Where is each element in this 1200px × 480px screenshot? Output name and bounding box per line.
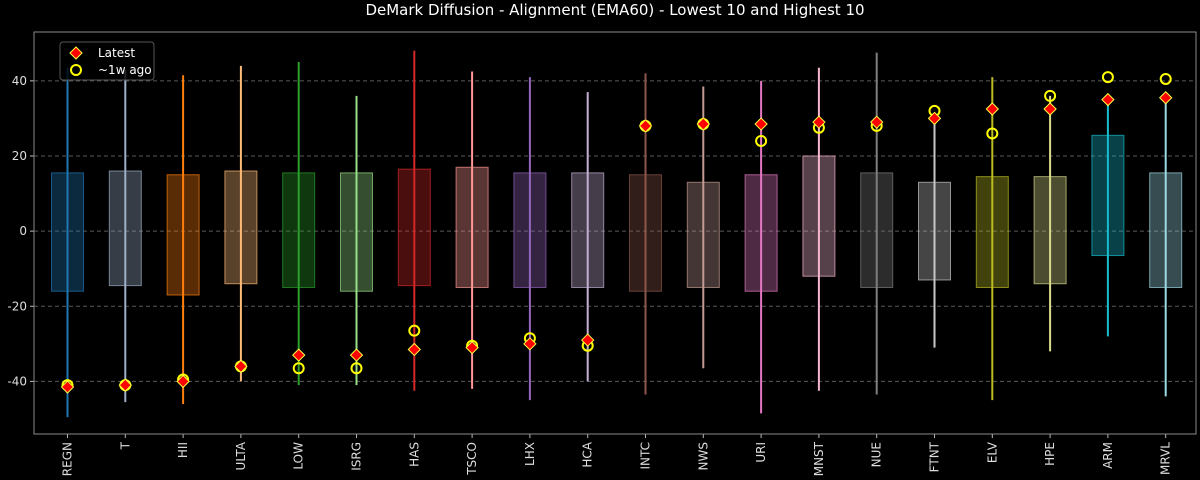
week-ago-point [986, 127, 999, 140]
latest-point [465, 340, 479, 355]
legend-latest-marker [69, 46, 83, 60]
legend-latest-label: Latest [98, 46, 135, 60]
x-tick-label: MRVL [1159, 442, 1173, 475]
latest-point [176, 374, 190, 389]
latest-point [696, 117, 711, 131]
latest-point [869, 115, 884, 129]
iqr-box [802, 155, 836, 277]
chart-title: DeMark Diffusion - Alignment (EMA60) - L… [365, 1, 864, 19]
x-tick-label: TSCO [465, 442, 479, 476]
y-tick-label: -20 [7, 299, 27, 313]
iqr-box [860, 172, 894, 288]
box-ranges [51, 50, 1183, 418]
x-tick-label: LOW [292, 442, 306, 470]
x-tick-label: T [118, 441, 132, 450]
x-tick-label: HII [176, 442, 190, 458]
x-tick-label: REGN [61, 442, 75, 476]
plot-area-frame [33, 31, 1197, 435]
x-tick-label: NWS [696, 442, 710, 470]
y-tick-label: 0 [19, 224, 27, 238]
iqr-box [975, 176, 1009, 288]
latest-point [985, 102, 1000, 116]
week-ago-point [292, 362, 305, 375]
x-tick-label: HAS [407, 442, 421, 467]
week-ago-point [755, 134, 768, 147]
legend: Latest ~1w ago [59, 41, 155, 81]
iqr-box [282, 172, 316, 288]
latest-point [523, 337, 537, 351]
iqr-box [397, 168, 431, 287]
latest-point [1101, 92, 1115, 107]
legend-week-ago-label: ~1w ago [98, 63, 152, 77]
iqr-box [744, 174, 778, 292]
x-tick-label: MNST [812, 441, 826, 476]
iqr-box [51, 172, 84, 292]
latest-point [638, 119, 653, 133]
y-tick-label: 20 [12, 149, 27, 163]
x-tick-label: INTC [639, 442, 653, 470]
x-tick-label: ISRG [350, 442, 364, 471]
iqr-box [166, 174, 200, 296]
latest-point [754, 117, 768, 131]
week-ago-point [1159, 72, 1172, 85]
x-tick-label: ARM [1101, 442, 1115, 469]
iqr-box [455, 166, 489, 288]
x-tick-label: FTNT [928, 441, 942, 472]
x-tick-label: LHX [523, 442, 537, 466]
latest-point [1043, 102, 1057, 116]
iqr-box [571, 172, 605, 288]
iqr-box [1033, 176, 1067, 285]
axes: -40 -20 0 20 40 REGN T HII ULTA LOW ISRG HAS TSCO LHX… [7, 74, 1172, 476]
latest-point [291, 348, 306, 362]
week-ago-point [408, 324, 421, 337]
latest-point [349, 348, 364, 362]
legend-week-ago-marker [70, 64, 82, 76]
week-ago-point [1044, 89, 1057, 102]
markers [60, 71, 1173, 394]
latest-point [927, 111, 942, 126]
latest-point [1158, 91, 1173, 105]
latest-point [234, 359, 248, 374]
y-tick-label: 40 [12, 74, 27, 88]
latest-point [812, 115, 826, 129]
latest-point [407, 342, 422, 357]
iqr-box [513, 172, 547, 288]
iqr-box [686, 181, 720, 288]
iqr-box [108, 170, 142, 287]
y-tick-label: -40 [7, 374, 27, 388]
x-tick-label: ULTA [234, 441, 248, 470]
week-ago-point [1101, 71, 1114, 84]
x-tick-label: HCA [581, 441, 595, 467]
x-tick-label: ELV [985, 441, 999, 463]
iqr-box [918, 181, 951, 281]
latest-point [580, 333, 595, 347]
week-ago-point [350, 362, 363, 375]
iqr-box [1149, 172, 1183, 288]
iqr-box [224, 170, 258, 285]
x-tick-label: HPE [1043, 442, 1057, 466]
iqr-box [629, 174, 662, 292]
iqr-box [1091, 134, 1125, 257]
latest-point [118, 378, 133, 392]
x-tick-label: NUE [870, 442, 884, 467]
legend-box [59, 41, 155, 81]
latest-point [60, 380, 75, 394]
grid [34, 80, 1196, 382]
iqr-box [340, 172, 373, 292]
x-tick-label: URI [754, 442, 768, 463]
